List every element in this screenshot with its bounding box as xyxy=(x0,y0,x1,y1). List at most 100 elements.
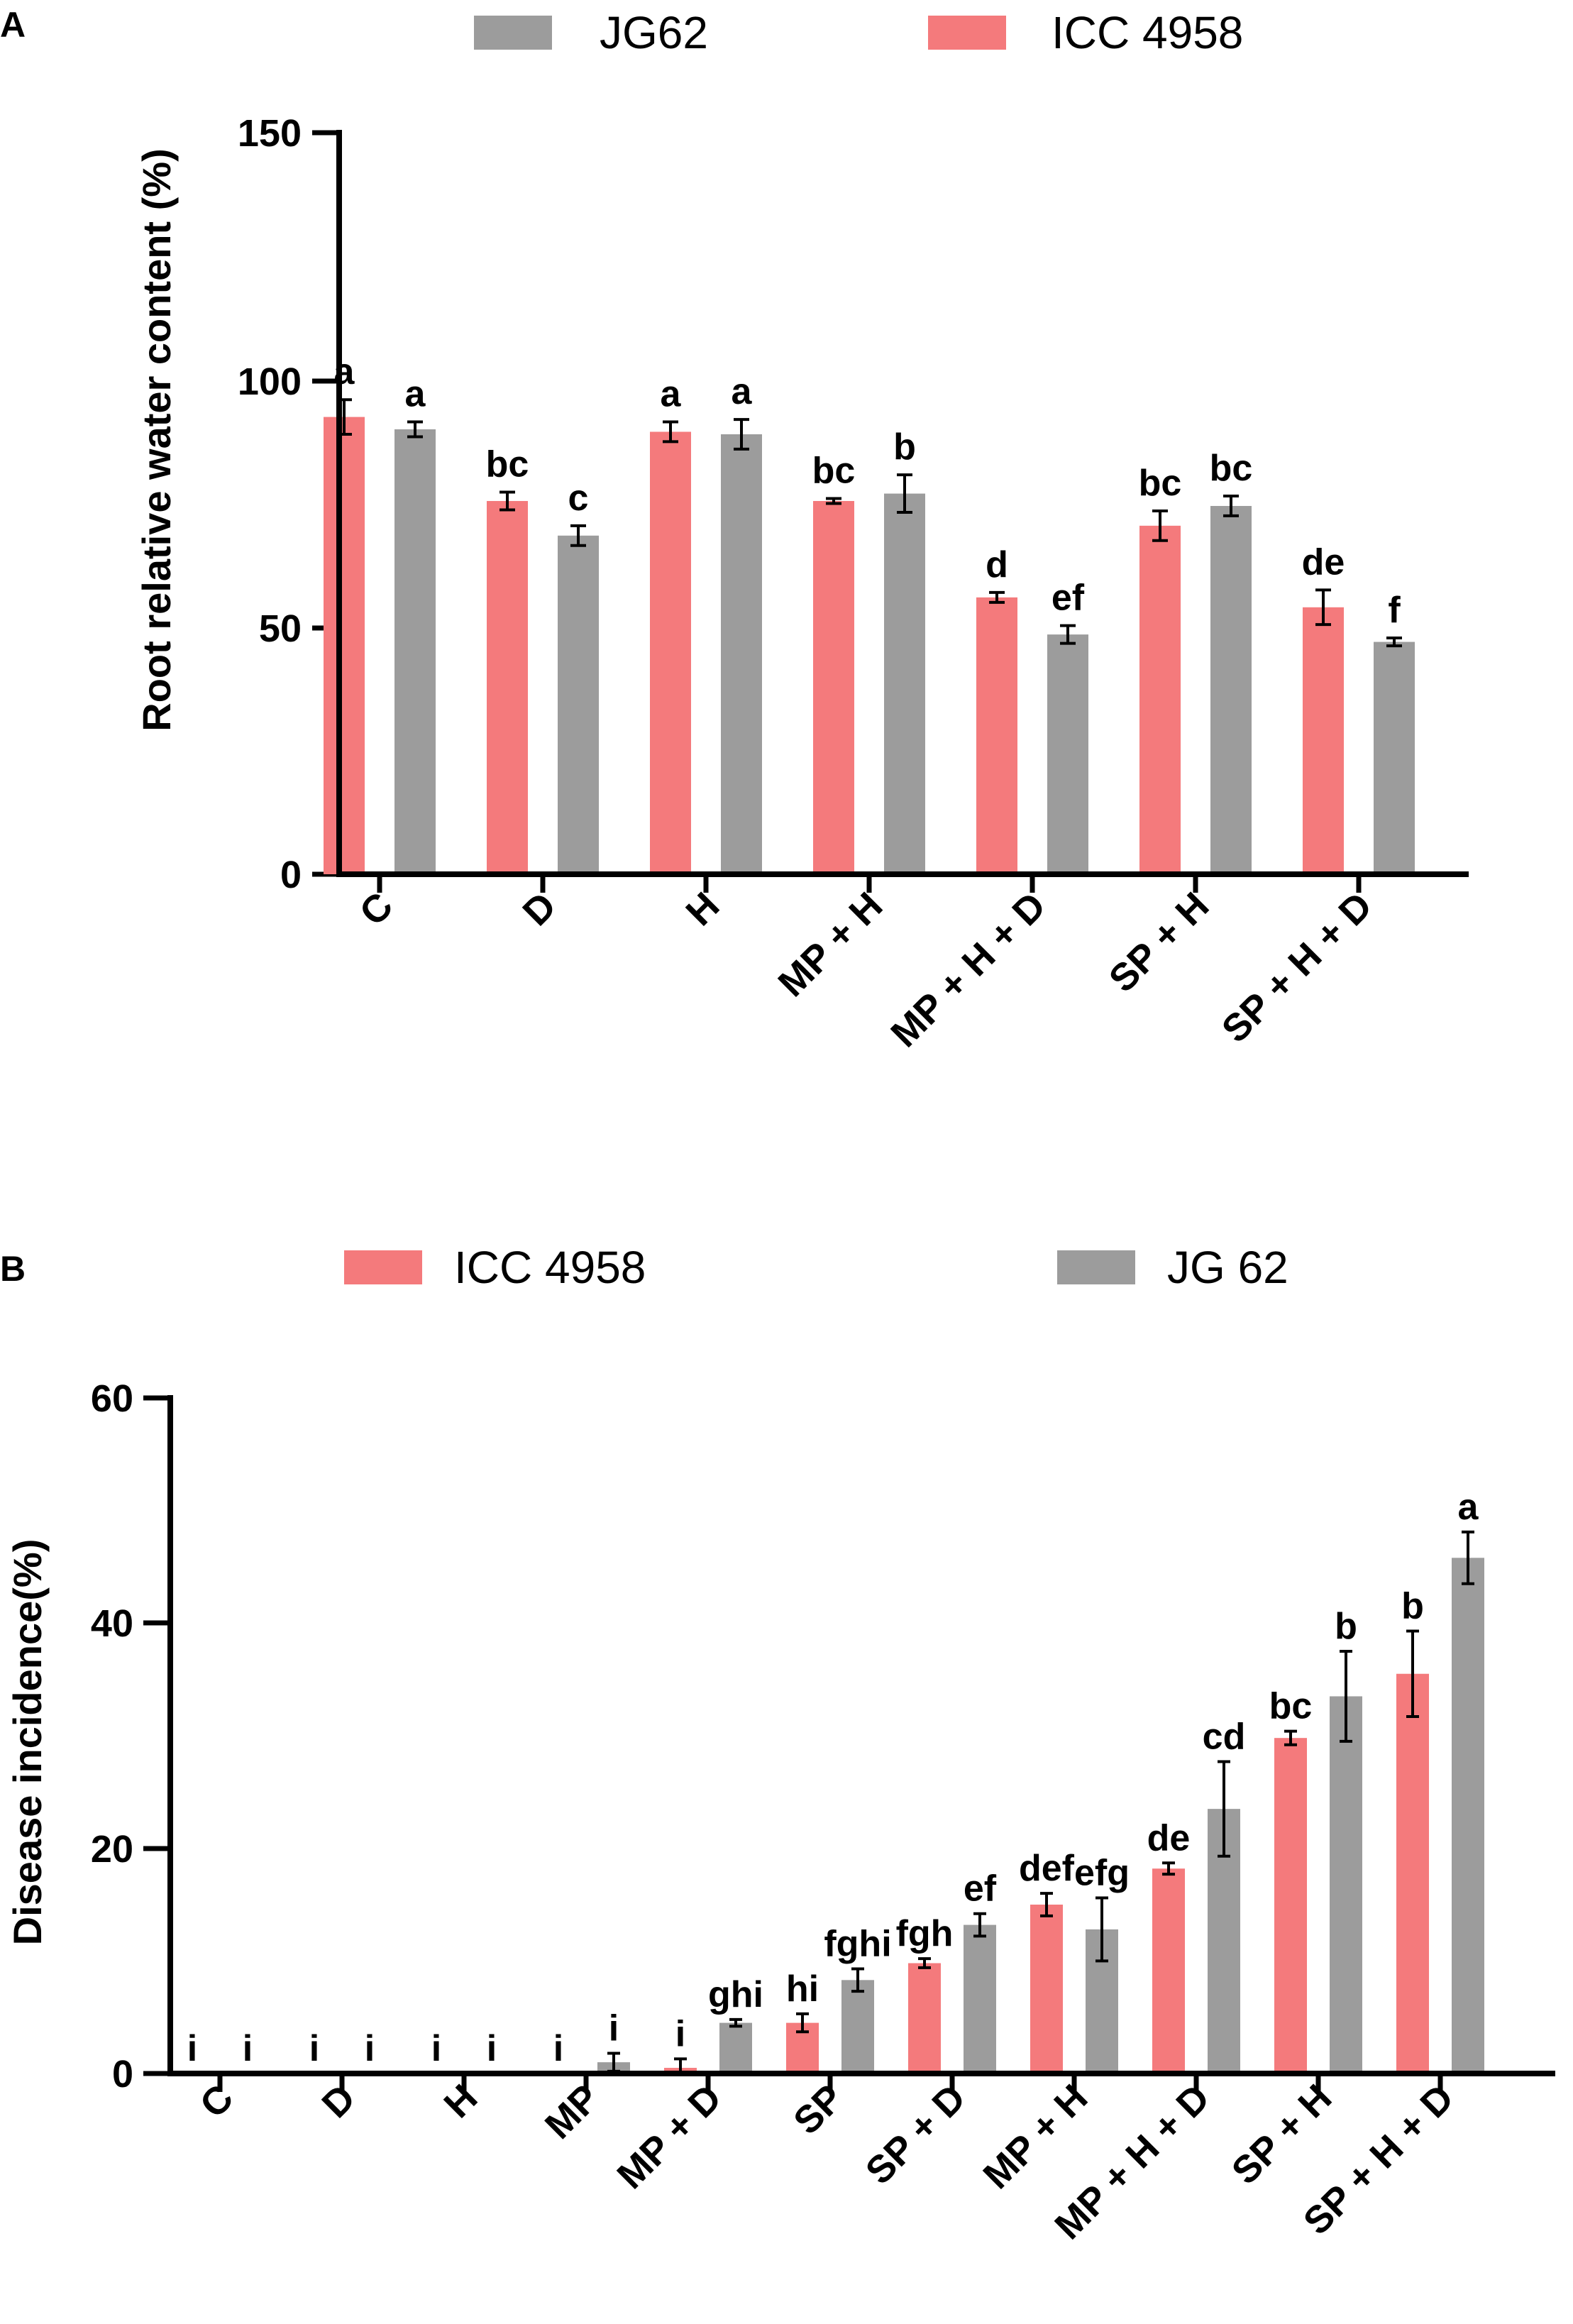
y-ticks-b: 0 20 40 60 xyxy=(91,1377,170,2096)
bar-b-jg-sp-d xyxy=(964,1924,996,2074)
y-tick-label-b-20: 20 xyxy=(91,1828,133,1871)
legend-a-swatch-icc xyxy=(928,16,1006,50)
y-tick-label-a-0: 0 xyxy=(280,854,302,896)
bar-b-jg-sp xyxy=(841,1980,874,2074)
x-tick-label-a-sp-h-d: SP + H + D xyxy=(1214,884,1381,1051)
sig-letter-b-icc-h: i xyxy=(431,2028,441,2069)
x-tick-label-b-c: C xyxy=(192,2076,241,2126)
y-tick-label-b-0: 0 xyxy=(112,2053,133,2096)
sig-letter-a-icc-h: a xyxy=(661,374,682,415)
sig-letter-b-icc-mp-h-d: de xyxy=(1147,1817,1191,1858)
sig-letter-a-jg-c: a xyxy=(405,374,426,415)
sig-letter-b-jg-mp-d: ghi xyxy=(708,1974,763,2015)
legend-b-swatch-jg xyxy=(1057,1250,1135,1284)
bar-a-icc-sp-h xyxy=(1139,525,1181,874)
x-tick-label-a-mp-h-d: MP + H + D xyxy=(883,884,1054,1055)
y-tick-label-b-60: 60 xyxy=(91,1377,133,1420)
panel-b-label: B xyxy=(0,1249,26,1289)
bar-a-jg-d xyxy=(558,535,599,874)
x-tick-label-a-d: D xyxy=(514,884,564,934)
bar-a-icc-sp-h-d xyxy=(1303,607,1344,874)
sig-letter-b-jg-sp: fghi xyxy=(824,1923,891,1964)
bar-a-jg-mp-h xyxy=(884,493,925,874)
x-tick-label-b-sp-d: SP + D xyxy=(858,2076,974,2193)
sig-letter-b-icc-mp-d: i xyxy=(675,2013,685,2054)
sig-letter-b-jg-sp-h: b xyxy=(1335,1606,1357,1647)
legend-b: ICC 4958 JG 62 xyxy=(344,1242,1288,1293)
y-ticks-a: 0 50 100 150 xyxy=(238,112,339,896)
x-tick-label-a-mp-h: MP + H xyxy=(770,884,890,1005)
y-axis-label-b: Disease incidence(%) xyxy=(5,1539,50,1946)
x-tick-label-a-c: C xyxy=(351,884,401,934)
sig-letter-a-jg-sp-h-d: f xyxy=(1388,590,1401,631)
sig-letter-b-icc-d: i xyxy=(309,2028,319,2069)
bar-b-jg-sp-h-d xyxy=(1452,1558,1484,2074)
sig-letter-b-jg-d: i xyxy=(365,2028,375,2069)
y-tick-label-a-150: 150 xyxy=(238,112,302,155)
legend-a-label-icc: ICC 4958 xyxy=(1052,7,1243,58)
legend-a-swatch-jg xyxy=(474,16,552,50)
y-tick-label-a-100: 100 xyxy=(238,360,302,403)
bar-a-icc-mp-h-d xyxy=(976,597,1017,874)
panel-a-label: A xyxy=(0,5,26,45)
sig-letter-b-jg-mp-h: efg xyxy=(1074,1852,1130,1893)
bar-a-jg-mp-h-d xyxy=(1047,634,1088,874)
bar-a-icc-mp-h xyxy=(813,501,854,874)
sig-letter-a-jg-d: c xyxy=(568,478,589,519)
sig-letter-a-jg-h: a xyxy=(732,371,753,412)
x-tick-label-b-mp-h: MP + H xyxy=(975,2076,1095,2197)
legend-a: JG62 ICC 4958 xyxy=(474,7,1243,58)
bar-b-icc-sp-h-d xyxy=(1396,1673,1429,2074)
bar-b-icc-sp-h xyxy=(1274,1738,1307,2074)
legend-a-label-jg: JG62 xyxy=(600,7,708,58)
bar-a-icc-d xyxy=(487,501,528,874)
x-tick-label-b-mp-d: MP + D xyxy=(609,2076,729,2197)
sig-letter-b-icc-mp-h: def xyxy=(1019,1848,1075,1889)
sig-letter-a-jg-mp-h: b xyxy=(893,426,916,468)
panel-b: B ICC 4958 JG 62 Disease incidence(%) 0 … xyxy=(0,1242,1555,2247)
x-tick-label-a-h: H xyxy=(678,884,727,934)
sig-letter-a-icc-sp-h: bc xyxy=(1139,463,1182,504)
y-tick-label-a-50: 50 xyxy=(259,607,302,650)
bar-b-icc-mp-h xyxy=(1030,1905,1063,2074)
x-tick-label-b-sp: SP xyxy=(785,2076,851,2142)
sig-letter-b-icc-sp: hi xyxy=(786,1968,819,2010)
legend-b-label-jg: JG 62 xyxy=(1167,1242,1288,1293)
bar-a-jg-c xyxy=(394,429,436,874)
sig-letter-b-jg-mp-h-d: cd xyxy=(1203,1716,1246,1757)
sig-letter-b-jg-h: i xyxy=(487,2028,497,2069)
bar-b-jg-sp-h xyxy=(1330,1696,1362,2074)
bar-a-jg-sp-h-d xyxy=(1374,641,1415,874)
bar-a-icc-c xyxy=(324,417,365,874)
bar-a-jg-sp-h xyxy=(1210,505,1252,874)
bar-b-icc-sp-d xyxy=(908,1963,941,2074)
legend-b-swatch-icc xyxy=(344,1250,422,1284)
x-tick-label-b-h: H xyxy=(436,2076,485,2126)
sig-letter-a-jg-mp-h-d: ef xyxy=(1052,578,1085,619)
y-axis-label-a: Root relative water content (%) xyxy=(134,148,179,731)
x-tick-label-a-sp-h: SP + H xyxy=(1101,884,1218,1001)
panel-a: A JG62 ICC 4958 Root relative water cont… xyxy=(0,5,1469,1055)
sig-letter-a-icc-sp-h-d: de xyxy=(1302,541,1345,583)
sig-letter-a-icc-mp-h-d: d xyxy=(986,544,1008,585)
x-tick-label-b-mp: MP xyxy=(537,2076,608,2147)
sig-letter-b-icc-c: i xyxy=(187,2028,197,2069)
y-tick-label-b-40: 40 xyxy=(91,1602,133,1645)
sig-letter-b-icc-mp: i xyxy=(553,2028,563,2069)
sig-letter-b-icc-sp-d: fgh xyxy=(896,1913,954,1954)
sig-letter-b-jg-c: i xyxy=(243,2028,253,2069)
bar-a-icc-h xyxy=(650,431,691,874)
sig-letter-b-icc-sp-h-d: b xyxy=(1401,1585,1424,1626)
sig-letter-b-jg-sp-h-d: a xyxy=(1458,1487,1479,1528)
sig-letter-a-icc-d: bc xyxy=(486,444,529,485)
sig-letter-b-icc-sp-h: bc xyxy=(1269,1686,1313,1727)
sig-letter-b-jg-mp: i xyxy=(609,2008,619,2049)
bar-b-icc-mp-h-d xyxy=(1152,1868,1185,2074)
bar-a-jg-h xyxy=(721,434,762,874)
legend-b-label-icc: ICC 4958 xyxy=(454,1242,646,1293)
sig-letter-a-jg-sp-h: bc xyxy=(1210,448,1253,489)
x-tick-label-b-sp-h: SP + H xyxy=(1224,2076,1340,2193)
